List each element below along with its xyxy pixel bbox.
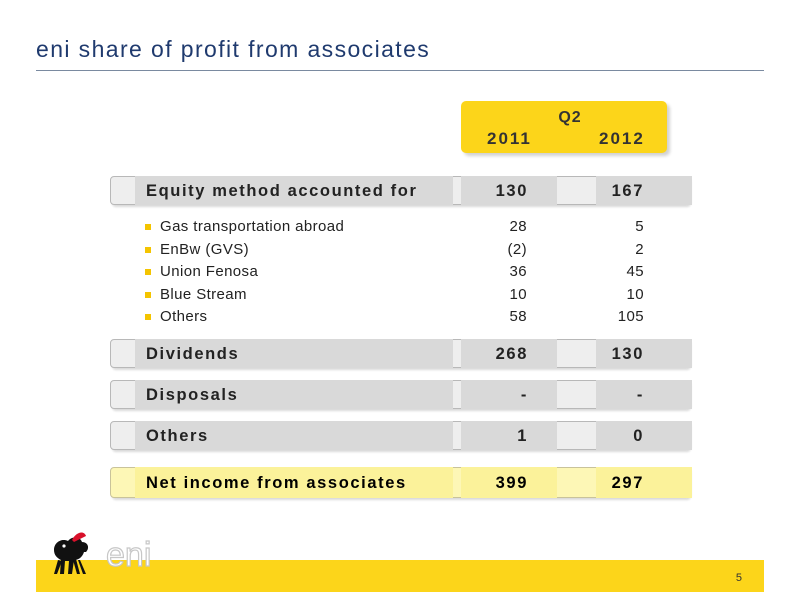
net-income-row: Net income from associates 399 297	[110, 467, 692, 498]
list-item: EnBw (GVS) (2) 2	[145, 241, 655, 261]
dividends-2011: 268	[495, 345, 528, 363]
net-income-2011: 399	[495, 474, 528, 492]
page-number: 5	[735, 572, 742, 584]
list-item: Gas transportation abroad 28 5	[145, 218, 655, 238]
bullet-icon	[145, 269, 151, 275]
disposals-2012: -	[636, 386, 644, 404]
disposals-label: Disposals	[146, 386, 239, 404]
list-item: Union Fenosa 36 45	[145, 263, 655, 283]
six-legged-dog-icon: eni	[54, 532, 152, 575]
others-2012: 0	[633, 427, 644, 445]
bullet-icon	[145, 224, 151, 230]
svg-text:eni: eni	[106, 536, 151, 574]
net-income-label: Net income from associates	[146, 474, 407, 492]
equity-method-2012: 167	[611, 182, 644, 200]
dividends-2012: 130	[611, 345, 644, 363]
title-divider	[36, 70, 764, 71]
disposals-row: Disposals - -	[110, 380, 692, 409]
year-2012-header: 2012	[599, 129, 645, 148]
list-item: Blue Stream 10 10	[145, 286, 655, 306]
dividends-label: Dividends	[146, 345, 240, 363]
disposals-2011: -	[520, 386, 528, 404]
quarter-label: Q2	[558, 109, 582, 126]
equity-method-label: Equity method accounted for	[146, 182, 418, 200]
bullet-icon	[145, 314, 151, 320]
footer-bar: 5	[36, 560, 764, 592]
year-2011-header: 2011	[487, 129, 532, 148]
slide-title: eni share of profit from associates	[36, 36, 431, 62]
net-income-2012: 297	[611, 474, 644, 492]
bullet-icon	[145, 247, 151, 253]
others-row: Others 1 0	[110, 421, 692, 450]
others-label: Others	[146, 427, 209, 445]
list-item: Others 58 105	[145, 308, 655, 328]
bullet-icon	[145, 292, 151, 298]
others-2011: 1	[517, 427, 528, 445]
dividends-row: Dividends 268 130	[110, 339, 692, 368]
quarter-header: Q2 2011 2012	[461, 101, 667, 153]
equity-method-2011: 130	[495, 182, 528, 200]
equity-method-row: Equity method accounted for 130 167	[110, 176, 692, 205]
